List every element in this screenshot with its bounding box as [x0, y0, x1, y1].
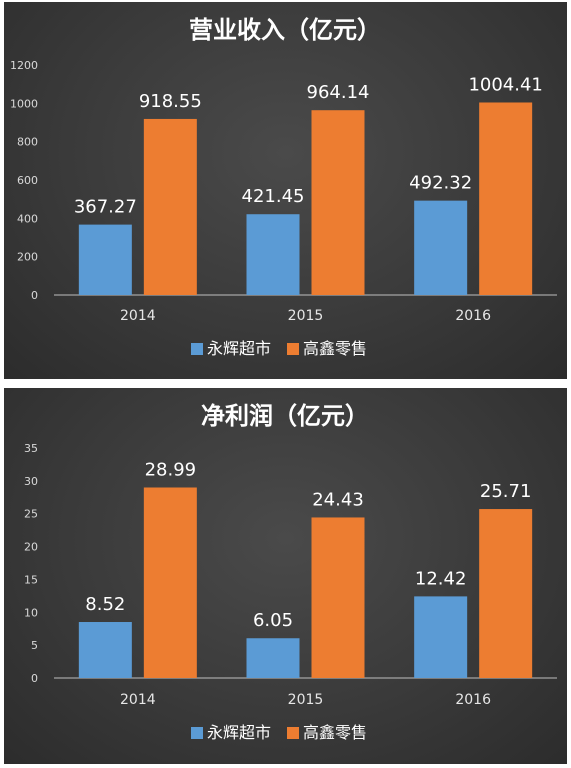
y-tick-label: 30	[24, 475, 38, 488]
y-tick-label: 600	[17, 174, 38, 187]
legend-swatch	[191, 727, 203, 739]
legend-swatch	[287, 343, 299, 355]
bar-yonghui-2015	[246, 638, 300, 678]
legend-label: 高鑫零售	[303, 339, 367, 358]
data-label-yonghui-2015: 421.45	[242, 186, 305, 207]
bar-yonghui-2016	[414, 596, 468, 678]
data-label-sunart-2016: 1004.41	[468, 74, 542, 95]
data-label-sunart-2014: 28.99	[145, 459, 197, 480]
bar-yonghui-2014	[78, 622, 132, 678]
legend-label: 高鑫零售	[303, 723, 367, 742]
y-tick-label: 400	[17, 212, 38, 225]
x-tick-label: 2014	[120, 308, 156, 324]
y-tick-label: 10	[24, 606, 38, 619]
y-tick-label: 200	[17, 251, 38, 264]
y-tick-label: 800	[17, 136, 38, 149]
chart-title: 营业收入（亿元）	[189, 16, 381, 44]
bar-sunart-2014	[143, 487, 197, 678]
data-label-sunart-2014: 918.55	[139, 91, 202, 112]
legend-label: 永辉超市	[207, 723, 271, 742]
bar-sunart-2015	[311, 517, 365, 678]
data-label-sunart-2015: 24.43	[312, 489, 364, 510]
legend-swatch	[191, 343, 203, 355]
data-label-yonghui-2014: 8.52	[85, 594, 125, 615]
x-tick-label: 2014	[120, 692, 156, 708]
y-tick-label: 1200	[10, 59, 38, 72]
data-label-yonghui-2014: 367.27	[74, 197, 137, 218]
y-tick-label: 0	[31, 672, 38, 685]
data-label-sunart-2015: 964.14	[307, 82, 370, 103]
y-tick-label: 5	[31, 639, 38, 652]
bar-yonghui-2016	[414, 200, 468, 295]
y-tick-label: 35	[24, 442, 38, 455]
data-label-sunart-2016: 25.71	[480, 481, 532, 502]
bar-yonghui-2015	[246, 214, 300, 295]
x-tick-label: 2016	[455, 692, 491, 708]
y-tick-label: 15	[24, 573, 38, 586]
net-profit-chart: 净利润（亿元） 0 5 10 15 20 25 30 35 8.52 28.99 2014 6.05 24…	[24, 402, 557, 742]
revenue-chart-panel: 营业收入（亿元） 0 200 400 600 800 1000 1200 367.27 918.5…	[4, 2, 567, 379]
bar-sunart-2016	[479, 102, 533, 295]
bar-sunart-2015	[311, 110, 365, 295]
legend-label: 永辉超市	[207, 339, 271, 358]
chart-title: 净利润（亿元）	[201, 402, 369, 430]
y-tick-label: 20	[24, 541, 38, 554]
legend-swatch	[287, 727, 299, 739]
data-label-yonghui-2015: 6.05	[253, 610, 293, 631]
bar-yonghui-2014	[78, 224, 132, 295]
data-label-yonghui-2016: 492.32	[409, 173, 472, 194]
y-tick-label: 25	[24, 508, 38, 521]
revenue-chart: 营业收入（亿元） 0 200 400 600 800 1000 1200 367.27 918.5…	[10, 16, 557, 358]
y-tick-label: 0	[31, 289, 38, 302]
x-tick-label: 2015	[288, 692, 324, 708]
net-profit-chart-panel: 净利润（亿元） 0 5 10 15 20 25 30 35 8.52 28.99 2014 6.05 24…	[4, 388, 567, 764]
x-tick-label: 2016	[455, 308, 491, 324]
y-tick-label: 1000	[10, 97, 38, 110]
bar-sunart-2014	[143, 118, 197, 295]
bar-sunart-2016	[479, 509, 533, 678]
x-tick-label: 2015	[288, 308, 324, 324]
data-label-yonghui-2016: 12.42	[415, 568, 467, 589]
